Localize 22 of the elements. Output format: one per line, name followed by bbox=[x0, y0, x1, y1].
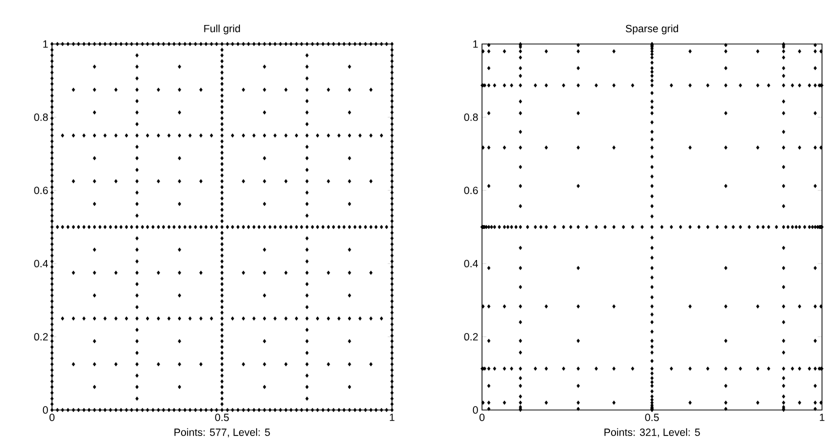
x-tick-label: 0 bbox=[480, 414, 485, 422]
x-tick-label: 0 bbox=[49, 414, 54, 422]
y-tick-label: 1 bbox=[43, 40, 48, 48]
y-tick-label: 1 bbox=[473, 40, 478, 48]
y-tick-label: 0.4 bbox=[34, 260, 48, 268]
y-tick-label: 0 bbox=[472, 406, 478, 414]
x-tick-label: 1 bbox=[390, 414, 394, 421]
x-tick-label: 1 bbox=[820, 414, 824, 421]
y-tick-label: 0.6 bbox=[34, 186, 48, 194]
y-tick-label: 0.6 bbox=[464, 186, 478, 194]
y-tick-label: 0 bbox=[42, 406, 48, 414]
y-tick-label: 0.8 bbox=[34, 114, 48, 121]
x-tick-label: 0.5 bbox=[645, 414, 659, 422]
y-tick-label: 0.8 bbox=[464, 114, 478, 121]
chart-title: Sparse grid bbox=[626, 24, 678, 34]
x-tick-label: 0.5 bbox=[215, 414, 229, 422]
y-tick-label: 0.2 bbox=[34, 333, 48, 341]
y-tick-label: 0.4 bbox=[464, 260, 478, 268]
x-axis-title: Points: 321, Level: 5 bbox=[604, 428, 700, 438]
chart-title: Full grid bbox=[204, 24, 240, 34]
y-tick-label: 0.2 bbox=[464, 333, 478, 341]
x-axis-title: Points: 577, Level: 5 bbox=[174, 428, 270, 438]
